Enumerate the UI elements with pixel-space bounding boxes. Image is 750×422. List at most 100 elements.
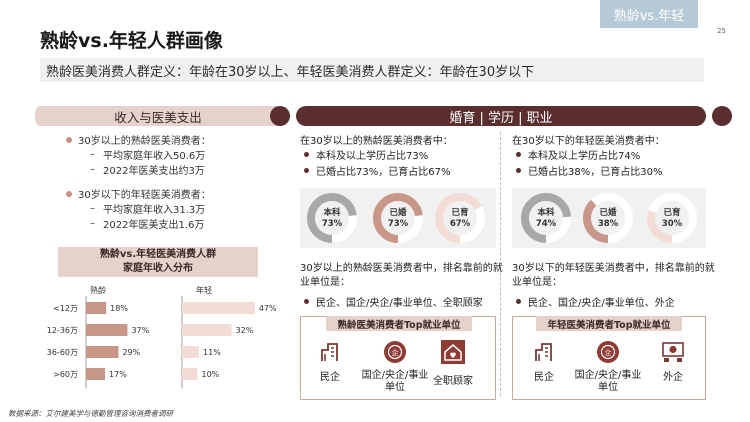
building-icon <box>535 343 552 361</box>
mature-bar <box>86 368 106 380</box>
donut-arc <box>435 193 485 243</box>
category-label: 36-60万 <box>47 348 78 357</box>
donut-chart <box>435 193 485 243</box>
mature-top-3-label: 全职顾家 <box>433 376 473 387</box>
home-heart-icon <box>441 340 465 364</box>
category-label: <12万 <box>53 304 78 313</box>
donut-chart <box>521 193 571 243</box>
mature-spend-value: 2022年医美支出约3万 <box>103 166 205 177</box>
donut-arc <box>583 193 633 243</box>
young-employers-text: 民企、国企/央企/事业单位、外企 <box>528 298 675 309</box>
header-ball-right <box>712 106 732 126</box>
young-income-head: 30岁以下的年轻医美消费者： <box>52 186 282 201</box>
donut-label: 已婚 38% <box>582 208 634 230</box>
young-top-1-label: 民企 <box>534 372 554 383</box>
donut-chart <box>583 193 633 243</box>
mature-rank-text: 30岁以上的熟龄医美消费者中，排名靠前的就业单位是： <box>300 263 503 288</box>
donut-name: 已婚 <box>599 208 617 218</box>
young-top-3-label: 外企 <box>663 372 683 383</box>
building-icon <box>321 343 338 361</box>
donut-label: 已育 67% <box>434 208 486 230</box>
young-income-item: – 平均家庭年收入31.3万 <box>52 201 282 216</box>
donut-chart <box>373 193 423 243</box>
young-spend-item: –2022年医美支出1.6万 <box>52 216 282 231</box>
bullet-dot <box>66 190 72 197</box>
bullet-dot <box>516 151 521 157</box>
dist-title-line1: 熟龄vs.年轻医美消费人群 <box>99 249 217 260</box>
donut-label: 已育 30% <box>646 208 698 230</box>
income-section-header: 收入与医美支出 <box>35 106 281 126</box>
young-top-title: 年轻医美消费者Top就业单位 <box>536 316 682 331</box>
page-number: 25 <box>717 27 726 35</box>
category-label: >60万 <box>53 370 78 379</box>
mature-bar-label: 29% <box>122 348 140 357</box>
young-income-head-text: 30岁以下的年轻医美消费者： <box>78 190 211 201</box>
mature-top-1-label: 民企 <box>320 372 340 383</box>
young-bar <box>182 302 255 314</box>
donut-value: 73% <box>321 219 343 229</box>
young-bar-label: 32% <box>236 326 254 335</box>
young-bar <box>182 324 232 336</box>
young-bar-label: 47% <box>259 304 276 313</box>
dash-mark: – <box>90 218 95 229</box>
mature-group: 在30岁以上的熟龄医美消费者中： 本科及以上学历占比73% 已婚占比73%，已育… <box>300 132 500 178</box>
young-income-value: 平均家庭年收入31.3万 <box>103 205 206 216</box>
section-divider <box>500 132 501 396</box>
young-bar-label: 11% <box>203 348 221 357</box>
income-section-title: 收入与医美支出 <box>114 109 202 125</box>
marriage-edu-job-header: 婚育 | 学历 | 职业 <box>270 106 732 126</box>
soe-icon: 企 <box>597 341 619 363</box>
income-distribution-title: 熟龄vs.年轻医美消费人群 家庭年收入分布 <box>58 247 258 277</box>
bullet-dot <box>66 136 72 143</box>
mature-top-title: 熟龄医美消费者Top就业单位 <box>326 316 472 331</box>
young-group: 在30岁以下的年轻医美消费者中： 本科及以上学历占比74% 已婚占比38%，已育… <box>512 132 712 178</box>
income-distribution-chart: 熟龄 年轻 <12万 18% 47% 12-36万 37% 32% 36-60万 29% 11% >6… <box>47 285 276 388</box>
dash-mark: – <box>90 203 95 214</box>
data-source: 数据来源：艾尔建美学与德勤管理咨询消费者调研 <box>8 409 173 418</box>
young-intro: 在30岁以下的年轻医美消费者中： <box>512 136 665 147</box>
bullet-dot <box>304 299 309 304</box>
donut-name: 本科 <box>323 208 341 218</box>
mature-edu-line: 本科及以上学历占比73% <box>300 146 500 162</box>
young-ring-2: 已婚 38% <box>582 192 634 244</box>
mature-bar-label: 37% <box>131 326 149 335</box>
soe-icon: 企 <box>384 341 406 363</box>
mature-bar <box>86 324 128 336</box>
mature-edu-text: 本科及以上学历占比73% <box>316 150 429 162</box>
mature-bar-label: 18% <box>110 304 128 313</box>
donut-label: 已婚 73% <box>372 208 424 230</box>
mature-bar <box>86 346 119 358</box>
donut-arc <box>647 193 697 243</box>
donut-arc <box>521 193 571 243</box>
donut-value: 38% <box>597 219 619 229</box>
mature-bar-label: 17% <box>109 370 127 379</box>
young-edu-text: 本科及以上学历占比74% <box>528 150 641 162</box>
income-bullets: 30岁以上的熟龄医美消费者： – 平均家庭年收入50.6万 –2022年医美支出约… <box>52 132 282 231</box>
donut-chart <box>307 193 357 243</box>
mature-ring-2: 已婚 73% <box>372 192 424 244</box>
donut-value: 74% <box>535 219 557 229</box>
young-ring-1: 本科 74% <box>520 192 572 244</box>
corner-tag: 熟龄vs.年轻 <box>600 0 698 28</box>
bullet-dot <box>304 151 309 157</box>
header-ball-left <box>270 106 290 126</box>
donut-name: 已婚 <box>389 208 407 218</box>
svg-text:企: 企 <box>605 348 612 357</box>
mature-employers-line: 民企、国企/央企/事业单位、全职顾家 <box>304 294 483 309</box>
donut-name: 已育 <box>451 208 469 218</box>
donut-value: 73% <box>387 219 409 229</box>
marriage-edu-job-title: 婚育 | 学历 | 职业 <box>449 110 553 126</box>
young-ring-3: 已育 30% <box>646 192 698 244</box>
young-edu-line: 本科及以上学历占比74% <box>512 146 712 162</box>
mature-intro: 在30岁以上的熟龄医美消费者中： <box>300 136 453 147</box>
dist-title-line2: 家庭年收入分布 <box>123 263 193 274</box>
young-bar <box>182 368 198 380</box>
donut-name: 本科 <box>537 208 555 218</box>
mature-employers-text: 民企、国企/央企/事业单位、全职顾家 <box>316 298 483 309</box>
category-label: 12-36万 <box>47 326 78 335</box>
donut-arc <box>307 193 357 243</box>
young-marriage-text: 已婚占比38%，已育占比30% <box>528 166 663 178</box>
svg-text:企: 企 <box>392 348 399 357</box>
foreign-company-icon <box>662 342 684 362</box>
definition-bar: 熟龄医美消费人群定义：年龄在30岁以上、年轻医美消费人群定义：年龄在30岁以下 <box>40 58 704 82</box>
